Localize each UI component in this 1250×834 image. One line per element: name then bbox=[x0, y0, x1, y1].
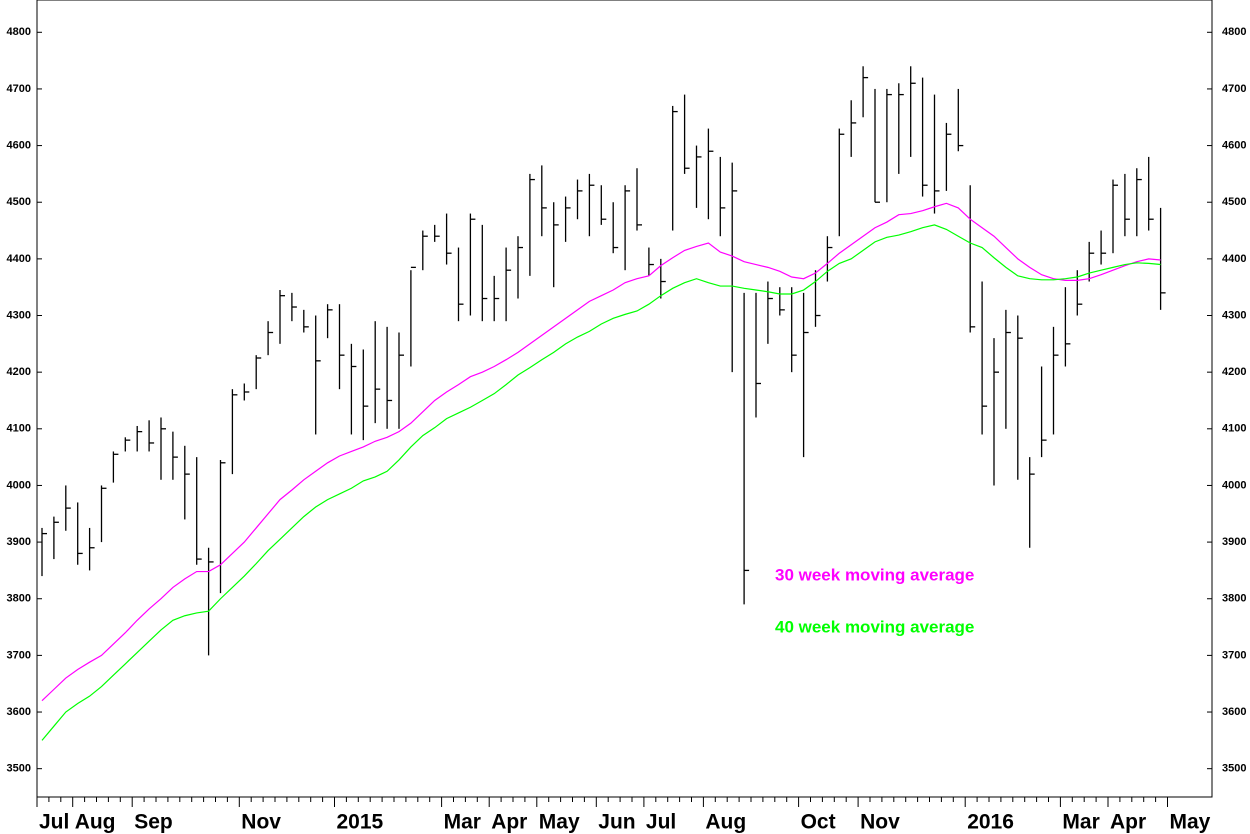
moving-average-line bbox=[41, 202, 1161, 702]
x-tick-label: Mar bbox=[1062, 811, 1099, 834]
y-tick-label: 4600 bbox=[7, 139, 31, 151]
x-tick-label: Jul bbox=[646, 811, 676, 834]
x-tick-label: Apr bbox=[491, 811, 527, 834]
x-tick-label: Mar bbox=[444, 811, 481, 834]
y-tick-label: 3700 bbox=[7, 649, 31, 661]
y2-tick-label: 4500 bbox=[1222, 196, 1246, 208]
x-tick-label: 2015 bbox=[337, 811, 384, 834]
x-tick-label: Aug bbox=[75, 811, 116, 834]
y2-tick-label: 4300 bbox=[1222, 309, 1246, 321]
y-tick-label: 4300 bbox=[7, 309, 31, 321]
y-tick-label: 4800 bbox=[7, 26, 31, 38]
y2-tick-label: 3800 bbox=[1222, 593, 1246, 605]
y2-tick-label: 3600 bbox=[1222, 706, 1246, 718]
y-tick-label: 3800 bbox=[7, 593, 31, 605]
x-tick-label: Nov bbox=[860, 811, 900, 834]
x-tick-label: Jun bbox=[598, 811, 635, 834]
y2-tick-label: 4200 bbox=[1222, 366, 1246, 378]
x-tick-label: Oct bbox=[801, 811, 836, 834]
y2-tick-label: 4100 bbox=[1222, 423, 1246, 435]
plot-frame bbox=[36, 0, 1213, 798]
x-tick-label: Sep bbox=[134, 811, 173, 834]
y2-tick-label: 3500 bbox=[1222, 763, 1246, 775]
y-tick-label: 4200 bbox=[7, 366, 31, 378]
y2-tick-label: 4400 bbox=[1222, 253, 1246, 265]
legend-label: 30 week moving average bbox=[775, 565, 974, 584]
legend-label: 40 week moving average bbox=[775, 617, 974, 636]
y2-tick-label: 4800 bbox=[1222, 26, 1246, 38]
x-tick-label: Apr bbox=[1110, 811, 1146, 834]
x-tick-label: Aug bbox=[705, 811, 746, 834]
y-tick-label: 3500 bbox=[7, 763, 31, 775]
x-tick-label: 2016 bbox=[967, 811, 1014, 834]
y-tick-label: 4700 bbox=[7, 83, 31, 95]
y-tick-label: 4100 bbox=[7, 423, 31, 435]
y-tick-label: 4400 bbox=[7, 253, 31, 265]
y2-tick-label: 3700 bbox=[1222, 649, 1246, 661]
x-tick-label: Nov bbox=[241, 811, 281, 834]
y2-tick-label: 4000 bbox=[1222, 479, 1246, 491]
y2-tick-label: 4700 bbox=[1222, 83, 1246, 95]
y-tick-label: 4000 bbox=[7, 479, 31, 491]
y-tick-label: 4500 bbox=[7, 196, 31, 208]
x-tick-label: May bbox=[1170, 811, 1211, 834]
x-tick-label: Jul bbox=[39, 811, 69, 834]
y-tick-label: 3900 bbox=[7, 536, 31, 548]
y2-tick-label: 4600 bbox=[1222, 139, 1246, 151]
moving-average-line bbox=[41, 224, 1161, 741]
x-tick-label: May bbox=[539, 811, 580, 834]
y-tick-label: 3600 bbox=[7, 706, 31, 718]
y2-tick-label: 3900 bbox=[1222, 536, 1246, 548]
